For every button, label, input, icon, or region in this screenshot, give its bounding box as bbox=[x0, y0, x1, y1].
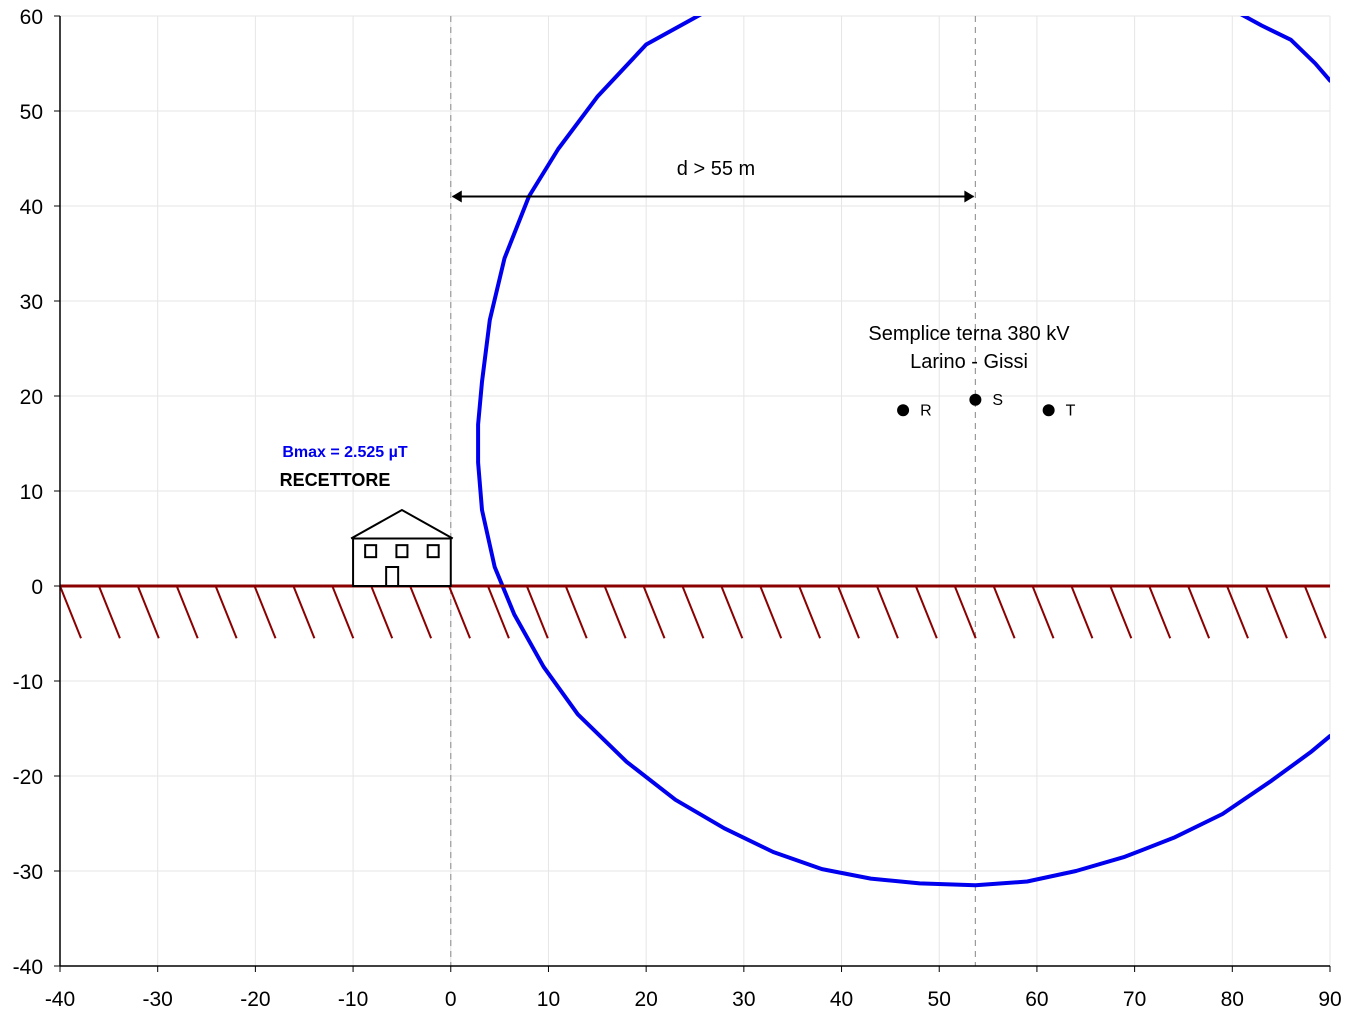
y-tick-label-4: 0 bbox=[31, 576, 43, 599]
y-tick-label-5: 10 bbox=[20, 481, 43, 504]
y-tick-label-6: 20 bbox=[20, 386, 43, 409]
y-tick-label-1: -30 bbox=[13, 861, 43, 884]
ground-hatch-9 bbox=[409, 585, 433, 639]
distance-arrowhead-left bbox=[451, 190, 462, 203]
ground-hatch-3 bbox=[175, 585, 199, 639]
ground-hatch-22 bbox=[914, 585, 938, 639]
ground-hatch-18 bbox=[759, 585, 783, 639]
ground-hatch-32 bbox=[1303, 585, 1327, 639]
y-tick-label-0: -40 bbox=[13, 956, 43, 979]
house-roof bbox=[350, 508, 454, 540]
ground-hatch-8 bbox=[370, 585, 394, 639]
bmax-label: Bmax = 2.525 µT bbox=[282, 444, 408, 461]
ground-hatch-0 bbox=[59, 585, 82, 639]
ground-hatch-27 bbox=[1109, 585, 1133, 639]
house-icon bbox=[350, 508, 454, 587]
house-window-0 bbox=[364, 544, 378, 559]
contour-series-0 bbox=[476, 16, 1330, 888]
x-tick-label-10: 60 bbox=[1025, 988, 1048, 1011]
ground-hatch-30 bbox=[1226, 585, 1249, 639]
ground-hatch-19 bbox=[798, 585, 822, 639]
phase-marker-r bbox=[897, 404, 910, 417]
phase-label-r: R bbox=[920, 402, 932, 419]
ground-hatch-21 bbox=[875, 585, 899, 639]
y-tick-label-2: -20 bbox=[13, 766, 43, 789]
ground-hatch-29 bbox=[1187, 585, 1211, 639]
ground-hatch-23 bbox=[953, 585, 977, 639]
ground-hatch-6 bbox=[292, 585, 316, 639]
ground-hatch-2 bbox=[136, 585, 160, 639]
ground-hatch-17 bbox=[720, 585, 744, 639]
x-tick-label-12: 80 bbox=[1221, 988, 1244, 1011]
x-tick-label-8: 40 bbox=[830, 988, 853, 1011]
ground-hatch-11 bbox=[486, 585, 510, 639]
ground-hatch-15 bbox=[642, 585, 666, 639]
x-axis-ticks: -40 -30 -20 -10 0 10 20 30 40 50 60 70 80 90 bbox=[45, 966, 1342, 1011]
house-door bbox=[385, 566, 400, 587]
y-tick-label-3: -10 bbox=[13, 671, 43, 694]
line-title-2: Larino - Gissi bbox=[910, 351, 1028, 373]
ground-hatch-10 bbox=[448, 585, 471, 639]
ground-hatch-1 bbox=[97, 585, 121, 639]
ground-hatch-25 bbox=[1031, 585, 1055, 639]
x-tick-label-0: -40 bbox=[45, 988, 75, 1011]
x-tick-label-11: 70 bbox=[1123, 988, 1146, 1011]
x-tick-label-5: 10 bbox=[537, 988, 560, 1011]
receptor-label: RECETTORE bbox=[280, 470, 391, 490]
line-title-1: Semplice terna 380 kV bbox=[868, 323, 1070, 345]
y-tick-label-7: 30 bbox=[20, 291, 43, 314]
reference-lines bbox=[450, 16, 976, 966]
x-tick-label-9: 50 bbox=[928, 988, 951, 1011]
ground-hatch-13 bbox=[564, 585, 588, 639]
x-tick-label-6: 20 bbox=[634, 988, 657, 1011]
ground-hatch-7 bbox=[331, 585, 355, 639]
ground-hatch-5 bbox=[253, 585, 277, 639]
house-window-1 bbox=[395, 544, 409, 559]
ground-hatch-31 bbox=[1264, 585, 1288, 639]
ground-hatch-12 bbox=[525, 585, 549, 639]
x-tick-label-3: -10 bbox=[338, 988, 368, 1011]
distance-arrow bbox=[451, 190, 975, 203]
phase-label-s: S bbox=[992, 392, 1003, 409]
ground bbox=[59, 584, 1330, 639]
house-window-2 bbox=[426, 544, 440, 559]
x-tick-label-13: 90 bbox=[1318, 988, 1341, 1011]
ground-hatch-4 bbox=[214, 585, 238, 639]
y-axis-ticks: -40 -30 -20 -10 0 10 20 30 40 50 60 bbox=[13, 6, 60, 979]
x-tick-label-7: 30 bbox=[732, 988, 755, 1011]
ground-hatch-26 bbox=[1070, 585, 1094, 639]
ground-hatch-16 bbox=[681, 585, 705, 639]
ground-hatch-24 bbox=[992, 585, 1016, 639]
ground-hatch-20 bbox=[837, 585, 860, 639]
contour-series-1 bbox=[1239, 16, 1330, 83]
distance-arrowhead-right bbox=[964, 190, 975, 203]
ground-hatch-28 bbox=[1148, 585, 1172, 639]
phase-marker-t bbox=[1042, 404, 1055, 417]
x-tick-label-2: -20 bbox=[240, 988, 270, 1011]
ground-hatch-14 bbox=[603, 585, 627, 639]
field-contours bbox=[476, 16, 1330, 888]
y-tick-label-10: 60 bbox=[20, 6, 43, 29]
x-tick-label-4: 0 bbox=[445, 988, 457, 1011]
conductor-phases: R S T bbox=[897, 392, 1076, 419]
phase-label-t: T bbox=[1066, 402, 1076, 419]
phase-marker-s bbox=[969, 393, 982, 406]
y-tick-label-8: 40 bbox=[20, 196, 43, 219]
distance-label: d > 55 m bbox=[677, 158, 755, 180]
x-tick-label-1: -30 bbox=[143, 988, 173, 1011]
y-tick-label-9: 50 bbox=[20, 101, 43, 124]
